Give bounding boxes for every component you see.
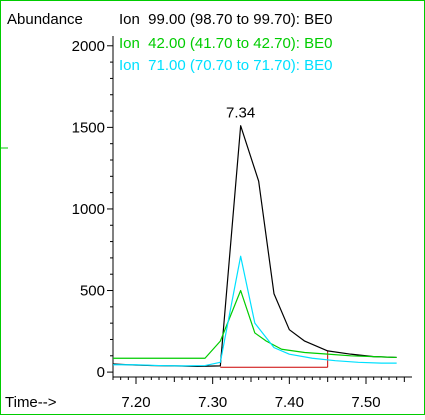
peak-label: 7.34 [226,105,255,122]
y-tick-label: 500 [80,283,105,300]
series-lines [112,125,397,368]
y-ticks: 0 500 1000 1500 2000 [72,38,113,381]
legend-entry-ion42: Ion 42.00 (41.70 to 42.70): BE0 [119,35,333,52]
series-line-1 [113,289,397,359]
legend-entry-ion71: Ion 71.00 (70.70 to 71.70): BE0 [119,57,333,74]
series-line-2 [113,255,397,367]
x-axis-title: Time--> [5,394,57,411]
x-tick-label: 7.20 [121,394,150,411]
x-ticks: 7.20 7.30 7.40 7.50 [112,377,405,411]
y-tick-label: 0 [97,364,105,381]
series-line-0 [112,125,397,367]
legend-entry-ion99: Ion 99.00 (98.70 to 99.70): BE0 [119,11,333,28]
x-tick-label: 7.50 [351,394,380,411]
x-tick-label: 7.40 [275,394,304,411]
y-tick-label: 2000 [72,38,105,55]
x-tick-label: 7.30 [198,394,227,411]
y-axis-title: Abundance [7,11,83,28]
y-tick-label: 1500 [72,119,105,136]
y-tick-label: 1000 [72,201,105,218]
